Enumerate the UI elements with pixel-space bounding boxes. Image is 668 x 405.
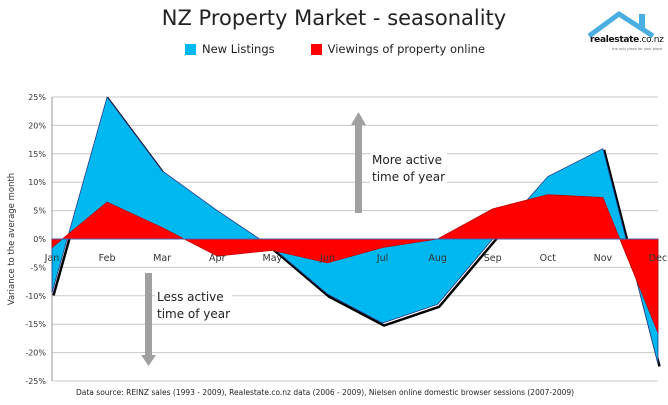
x-tick-label: Sep [484, 253, 502, 264]
legend-label: Viewings of property online [327, 42, 486, 56]
annotation-more-active: More active time of year [370, 152, 448, 186]
logo-tagline: the only place for your place [612, 47, 663, 51]
x-tick-label: Apr [209, 253, 226, 264]
legend-swatch-red [310, 43, 322, 55]
y-tick-label: -20% [25, 349, 46, 358]
up-arrow-shaft [355, 125, 362, 213]
x-tick-label: Dec [649, 253, 667, 264]
y-tick-label: 15% [28, 150, 46, 159]
legend-item-new-listings: New Listings [185, 42, 275, 56]
legend-label: New Listings [202, 42, 275, 56]
logo-text: realestate.co.nz [590, 35, 664, 45]
y-tick-label: 20% [28, 121, 46, 130]
x-tick-label: Mar [153, 253, 171, 264]
y-axis-label: Variance to the average month [7, 173, 17, 305]
y-tick-label: 0% [33, 235, 46, 244]
y-tick-label: 10% [28, 178, 46, 187]
down-arrow-icon [141, 355, 156, 366]
up-arrow-icon [351, 112, 366, 125]
x-tick-label: Jan [44, 253, 60, 264]
legend-item-viewings: Viewings of property online [310, 42, 486, 56]
chart-title: NZ Property Market - seasonality [161, 6, 507, 30]
down-arrow-shaft [145, 273, 152, 355]
legend-swatch-blue [185, 43, 196, 55]
house-logo-icon [587, 10, 655, 39]
x-tick-label: Jun [319, 253, 335, 264]
annotation-less-active: Less active time of year [155, 289, 233, 323]
y-tick-label: -5% [30, 263, 46, 272]
x-tick-label: Aug [428, 253, 447, 264]
x-tick-label: Nov [594, 253, 613, 264]
x-tick-label: Oct [540, 253, 557, 264]
y-tick-label: 25% [28, 93, 46, 102]
x-tick-label: Feb [99, 253, 116, 264]
legend: New Listings Viewings of property online [185, 42, 485, 56]
data-source: Data source: REINZ sales (1993 - 2009), … [76, 388, 575, 397]
y-tick-label: 5% [33, 207, 46, 216]
y-tick-label: -25% [25, 377, 46, 386]
x-tick-label: May [263, 253, 283, 264]
y-tick-label: -15% [25, 320, 46, 329]
y-tick-label: -10% [25, 292, 46, 301]
x-tick-label: Jul [376, 253, 388, 264]
